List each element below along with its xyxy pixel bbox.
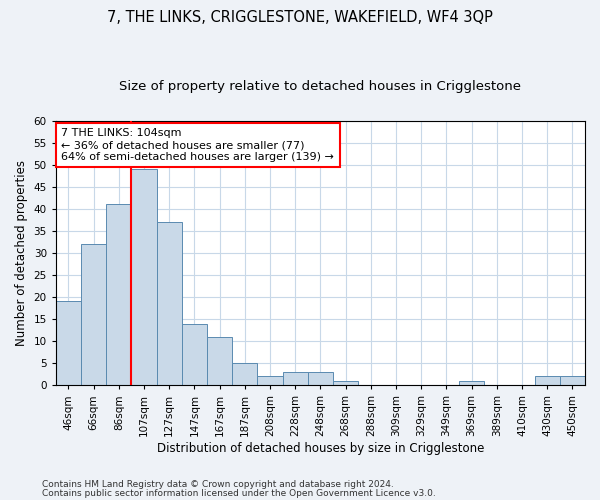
Bar xyxy=(308,372,333,386)
Title: Size of property relative to detached houses in Crigglestone: Size of property relative to detached ho… xyxy=(119,80,521,93)
Bar xyxy=(182,324,207,386)
Text: 7 THE LINKS: 104sqm
← 36% of detached houses are smaller (77)
64% of semi-detach: 7 THE LINKS: 104sqm ← 36% of detached ho… xyxy=(61,128,334,162)
Y-axis label: Number of detached properties: Number of detached properties xyxy=(15,160,28,346)
Bar xyxy=(283,372,308,386)
Bar xyxy=(257,376,283,386)
Bar xyxy=(81,244,106,386)
Bar xyxy=(131,169,157,386)
Bar xyxy=(232,363,257,386)
X-axis label: Distribution of detached houses by size in Crigglestone: Distribution of detached houses by size … xyxy=(157,442,484,455)
Text: Contains HM Land Registry data © Crown copyright and database right 2024.: Contains HM Land Registry data © Crown c… xyxy=(42,480,394,489)
Bar xyxy=(207,337,232,386)
Bar xyxy=(560,376,585,386)
Bar xyxy=(157,222,182,386)
Bar xyxy=(106,204,131,386)
Text: 7, THE LINKS, CRIGGLESTONE, WAKEFIELD, WF4 3QP: 7, THE LINKS, CRIGGLESTONE, WAKEFIELD, W… xyxy=(107,10,493,25)
Text: Contains public sector information licensed under the Open Government Licence v3: Contains public sector information licen… xyxy=(42,488,436,498)
Bar xyxy=(535,376,560,386)
Bar xyxy=(56,302,81,386)
Bar xyxy=(333,381,358,386)
Bar xyxy=(459,381,484,386)
